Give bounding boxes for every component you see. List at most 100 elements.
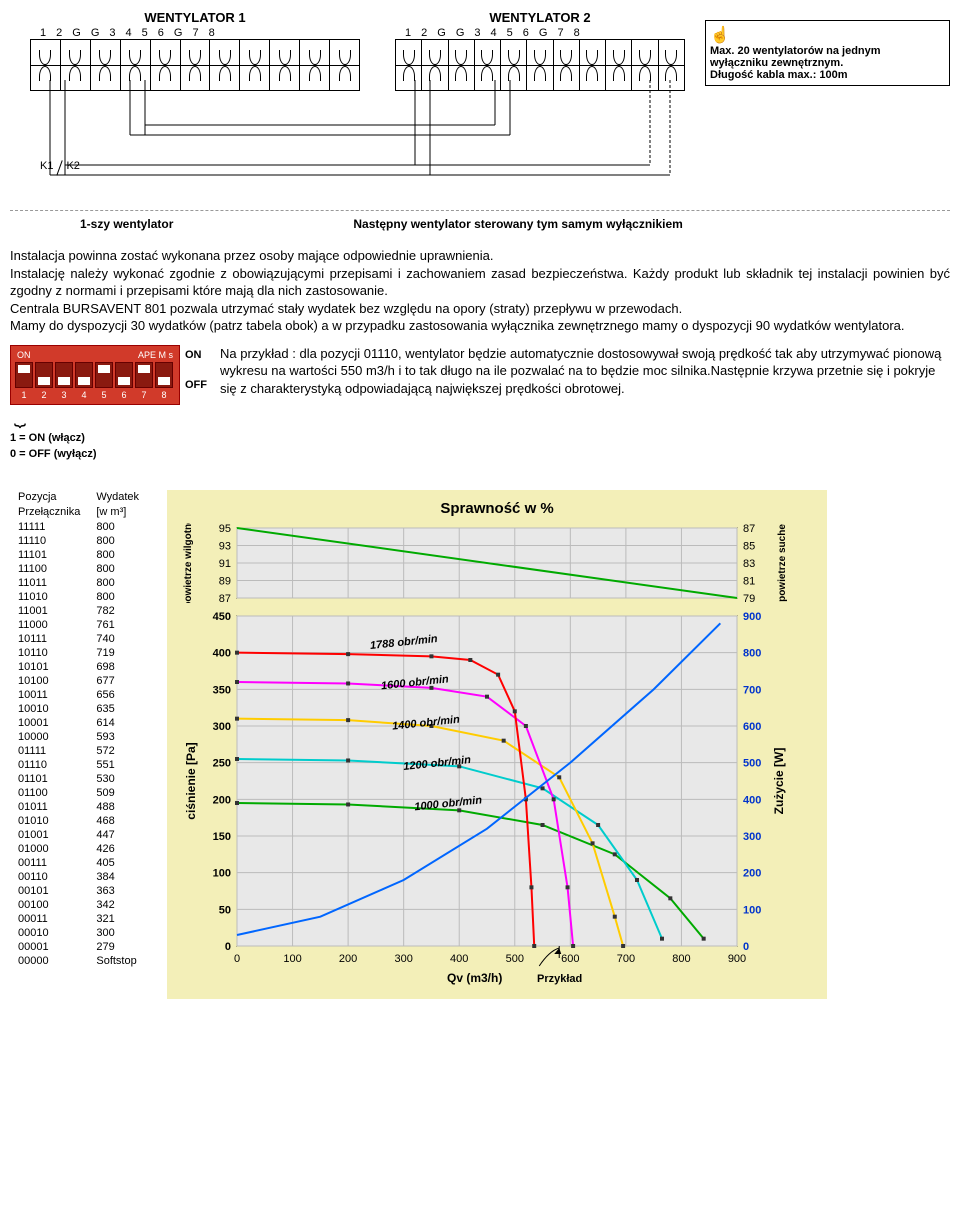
main-chart: 0100200300400500600700800900050100150200… bbox=[177, 606, 797, 986]
svg-text:0: 0 bbox=[234, 953, 240, 965]
table-row: 01111572 bbox=[10, 744, 147, 758]
table-row: 01101530 bbox=[10, 772, 147, 786]
svg-text:100: 100 bbox=[213, 867, 231, 879]
caption1: 1-szy wentylator bbox=[80, 217, 173, 231]
table-row: 11001782 bbox=[10, 604, 147, 618]
tbl-body: 1111180011110800111018001110080011011800… bbox=[10, 520, 147, 968]
svg-text:95: 95 bbox=[219, 523, 231, 535]
table-row: 01110551 bbox=[10, 758, 147, 772]
table-row: 11111800 bbox=[10, 520, 147, 534]
table-row: 00101363 bbox=[10, 884, 147, 898]
table-row: 01011488 bbox=[10, 800, 147, 814]
caption2: Następny wentylator sterowany tym samym … bbox=[353, 217, 682, 231]
dip-sw-7 bbox=[135, 362, 153, 388]
svg-text:85: 85 bbox=[743, 540, 755, 552]
table-row: 10111740 bbox=[10, 632, 147, 646]
hand-icon: ☝ bbox=[710, 27, 730, 44]
dip-sw-2 bbox=[35, 362, 53, 388]
table-row: 00010300 bbox=[10, 926, 147, 940]
tbl-hdr1: Pozycja bbox=[10, 490, 88, 505]
table-row: 10010635 bbox=[10, 702, 147, 716]
table-row: 01100509 bbox=[10, 786, 147, 800]
tbl-sub1: Przełącznika bbox=[10, 505, 88, 520]
svg-text:450: 450 bbox=[213, 611, 231, 623]
dip-nums: 12345678 bbox=[15, 390, 175, 400]
table-row: 10001614 bbox=[10, 716, 147, 730]
tbl-hdr2: Wydatek bbox=[88, 490, 147, 505]
legend2: 0 = OFF (wyłącz) bbox=[10, 448, 190, 460]
efficiency-strip: 87899193957981838587powietrze wilgotnepo… bbox=[177, 523, 797, 603]
fan1-title: WENTYLATOR 1 bbox=[30, 10, 360, 25]
svg-text:89: 89 bbox=[219, 575, 231, 587]
svg-text:500: 500 bbox=[506, 953, 524, 965]
table-row: 00100342 bbox=[10, 898, 147, 912]
svg-text:700: 700 bbox=[743, 684, 761, 696]
svg-text:400: 400 bbox=[213, 647, 231, 659]
table-row: 00000Softstop bbox=[10, 954, 147, 968]
table-row: 01000426 bbox=[10, 842, 147, 856]
body-p2: Instalację należy wykonać zgodnie z obow… bbox=[10, 266, 950, 299]
svg-text:350: 350 bbox=[213, 684, 231, 696]
chart-title: Sprawność w % bbox=[177, 500, 817, 517]
output-table: PozycjaWydatek Przełącznika[w m³] 111118… bbox=[10, 490, 147, 968]
svg-text:200: 200 bbox=[213, 794, 231, 806]
svg-text:300: 300 bbox=[743, 831, 761, 843]
table-row: 10100677 bbox=[10, 674, 147, 688]
dip-off-label: OFF bbox=[185, 379, 207, 391]
fan2-term-labels: 12GG3456G78 bbox=[395, 27, 685, 39]
legend1: 1 = ON (włącz) bbox=[10, 432, 190, 444]
svg-text:500: 500 bbox=[743, 757, 761, 769]
svg-text:50: 50 bbox=[219, 904, 231, 916]
svg-text:81: 81 bbox=[743, 575, 755, 587]
dip-sw-3 bbox=[55, 362, 73, 388]
svg-text:300: 300 bbox=[395, 953, 413, 965]
table-row: 11100800 bbox=[10, 562, 147, 576]
lower-row: PozycjaWydatek Przełącznika[w m³] 111118… bbox=[10, 490, 950, 999]
fan-block-2: WENTYLATOR 2 12GG3456G78 bbox=[395, 10, 685, 91]
svg-text:100: 100 bbox=[743, 904, 761, 916]
dip-sw-4 bbox=[75, 362, 93, 388]
svg-text:200: 200 bbox=[339, 953, 357, 965]
svg-text:ciśnienie [Pa]: ciśnienie [Pa] bbox=[184, 742, 198, 819]
svg-text:150: 150 bbox=[213, 831, 231, 843]
svg-text:800: 800 bbox=[743, 647, 761, 659]
svg-text:400: 400 bbox=[450, 953, 468, 965]
wiring-diagram: WENTYLATOR 1 12GG3456G78 WENTYLATOR 2 12… bbox=[10, 10, 950, 211]
svg-text:100: 100 bbox=[283, 953, 301, 965]
dip-on-label: ON bbox=[185, 349, 207, 361]
note-line2: wyłączniku zewnętrznym. bbox=[710, 57, 843, 69]
switch-row: ON APE M s 12345678 ON OFF ⏟ 1 = ON (włą… bbox=[10, 345, 950, 460]
fan2-title: WENTYLATOR 2 bbox=[395, 10, 685, 25]
body-p3: Centrala BURSAVENT 801 pozwala utrzymać … bbox=[10, 301, 682, 316]
dip-switches bbox=[15, 362, 175, 388]
caption-row: 1-szy wentylator Następny wentylator ste… bbox=[10, 217, 950, 231]
svg-text:800: 800 bbox=[672, 953, 690, 965]
dip-sw-5 bbox=[95, 362, 113, 388]
svg-text:91: 91 bbox=[219, 558, 231, 570]
table-row: 01010468 bbox=[10, 814, 147, 828]
dip-sw-6 bbox=[115, 362, 133, 388]
svg-text:87: 87 bbox=[743, 523, 755, 535]
dip-switch: ON APE M s 12345678 bbox=[10, 345, 180, 405]
svg-text:250: 250 bbox=[213, 757, 231, 769]
chart-wrap: Sprawność w % 87899193957981838587powiet… bbox=[167, 490, 827, 999]
svg-text:600: 600 bbox=[561, 953, 579, 965]
table-row: 10110719 bbox=[10, 646, 147, 660]
svg-text:Przykład: Przykład bbox=[537, 973, 582, 985]
svg-text:79: 79 bbox=[743, 593, 755, 603]
table-row: 00001279 bbox=[10, 940, 147, 954]
svg-text:Zużycie [W]: Zużycie [W] bbox=[772, 747, 786, 814]
table-row: 11110800 bbox=[10, 534, 147, 548]
svg-text:900: 900 bbox=[728, 953, 746, 965]
table-row: 11101800 bbox=[10, 548, 147, 562]
svg-text:0: 0 bbox=[743, 941, 749, 953]
svg-text:0: 0 bbox=[225, 941, 231, 953]
wires bbox=[10, 80, 710, 205]
svg-text:200: 200 bbox=[743, 867, 761, 879]
body-p1: Instalacja powinna zostać wykonana przez… bbox=[10, 248, 493, 263]
table-row: 10011656 bbox=[10, 688, 147, 702]
table-row: 00011321 bbox=[10, 912, 147, 926]
svg-text:93: 93 bbox=[219, 540, 231, 552]
dip-left-label: ON bbox=[17, 350, 31, 360]
note-line1: Max. 20 wentylatorów na jednym bbox=[710, 45, 881, 57]
